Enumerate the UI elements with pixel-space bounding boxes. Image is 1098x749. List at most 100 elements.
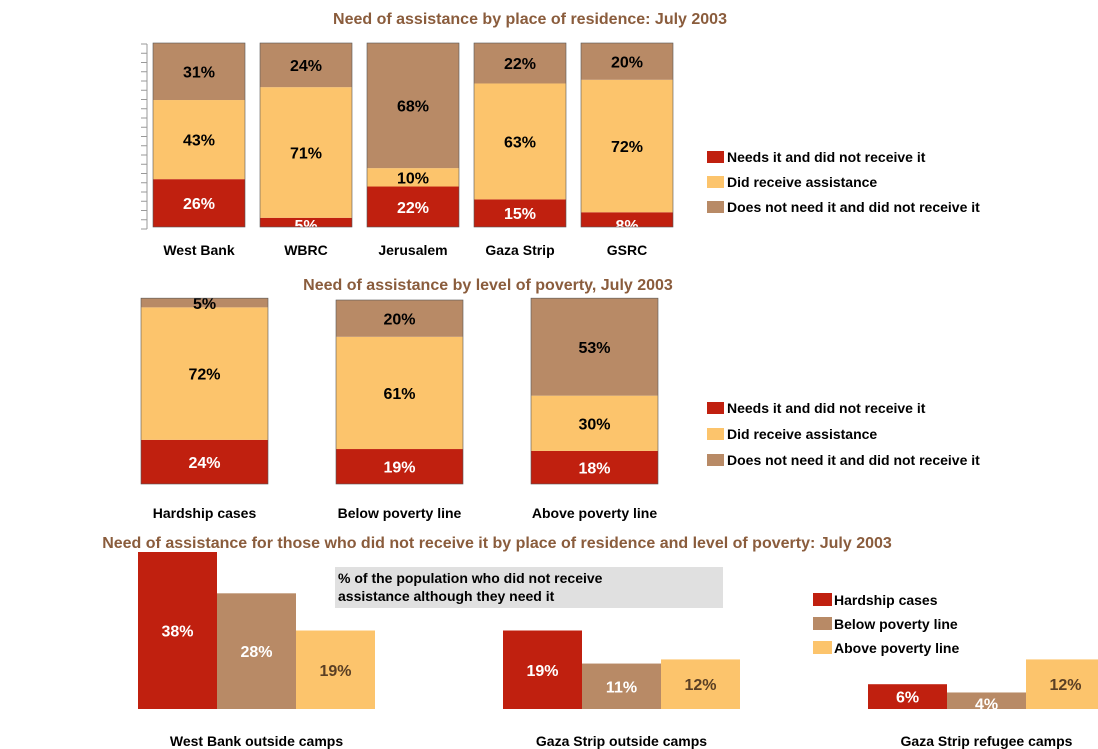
legend-swatch-3 bbox=[707, 454, 724, 466]
chart-poverty-categories: Hardship cases Below poverty line Above po… bbox=[153, 505, 658, 521]
data-label-west-bank-outside-camps-below-poverty-line: 28% bbox=[240, 644, 272, 661]
bar-outline-jerusalem bbox=[366, 42, 460, 228]
chart-not-received-legend: Hardship cases Below poverty line Above po… bbox=[813, 592, 959, 656]
bar-segment-gsrc-1 bbox=[581, 212, 673, 227]
legend-label-1: Needs it and did not receive it bbox=[727, 400, 926, 416]
legend-swatch-2 bbox=[707, 428, 724, 440]
legend-swatch-3 bbox=[707, 201, 724, 213]
data-label-gaza-strip-refugee-camps-below-poverty-line: 4% bbox=[975, 697, 998, 714]
legend-swatch-2 bbox=[707, 176, 724, 188]
category-label-jerusalem: Jerusalem bbox=[378, 242, 447, 258]
chart-residence-categories: West Bank WBRC Jerusalem Gaza Strip GSRC bbox=[163, 242, 647, 258]
bar-segment-hardship-cases-3 bbox=[141, 298, 268, 308]
chart-poverty-title: Need of assistance by level of poverty, … bbox=[303, 277, 673, 294]
data-label-below-poverty-line-1: 19% bbox=[383, 460, 415, 477]
bar-segment-jerusalem-1 bbox=[367, 186, 459, 227]
data-label-west-bank-1: 26% bbox=[183, 196, 215, 213]
data-label-gaza-strip-2: 63% bbox=[504, 134, 536, 151]
bar-gaza-strip-refugee-camps-above-poverty-line bbox=[1026, 659, 1098, 709]
data-label-above-poverty-line-1: 18% bbox=[578, 460, 610, 477]
data-label-above-poverty-line-2: 30% bbox=[578, 416, 610, 433]
bar-segment-gaza-strip-1 bbox=[474, 199, 566, 227]
bar-segment-gsrc-3 bbox=[581, 43, 673, 80]
chart-residence: Need of assistance by place of residence… bbox=[141, 11, 980, 258]
data-label-gsrc-2: 72% bbox=[611, 139, 643, 156]
data-label-gaza-strip-outside-camps-hardship-cases: 19% bbox=[526, 663, 558, 680]
data-label-jerusalem-2: 10% bbox=[397, 170, 429, 187]
bar-segment-wbrc-3 bbox=[260, 43, 352, 88]
data-label-west-bank-2: 43% bbox=[183, 133, 215, 150]
bar-segment-above-poverty-line-2 bbox=[531, 395, 658, 451]
chart-residence-title: Need of assistance by place of residence… bbox=[333, 11, 727, 28]
bar-outline-wbrc bbox=[259, 42, 353, 228]
category-label-hardship-cases: Hardship cases bbox=[153, 505, 257, 521]
legend-swatch-below-poverty-line bbox=[813, 617, 832, 630]
chart-poverty-bars: 24% 72% 5% 19% 61% 20% 18% 30% 53% bbox=[140, 296, 659, 485]
bar-segment-west-bank-2 bbox=[153, 100, 245, 180]
data-label-west-bank-outside-camps-hardship-cases: 38% bbox=[161, 624, 193, 641]
data-label-gsrc-1: 8% bbox=[615, 218, 638, 235]
bar-gaza-strip-outside-camps-above-poverty-line bbox=[661, 659, 740, 709]
bar-outline-gsrc bbox=[580, 42, 674, 228]
bar-west-bank-outside-camps-hardship-cases bbox=[138, 552, 217, 709]
legend-label-2: Did receive assistance bbox=[727, 174, 877, 190]
chart-not-received-title: Need of assistance for those who did not… bbox=[102, 535, 892, 552]
bar-gaza-strip-outside-camps-below-poverty-line bbox=[582, 663, 661, 709]
legend-swatch-1 bbox=[707, 151, 724, 163]
data-label-below-poverty-line-2: 61% bbox=[383, 386, 415, 403]
bar-segment-wbrc-1 bbox=[260, 217, 352, 227]
legend-label-hardship-cases: Hardship cases bbox=[834, 592, 938, 608]
bar-outline-west-bank bbox=[152, 42, 246, 228]
bar-segment-hardship-cases-1 bbox=[141, 439, 268, 484]
chart-not-received-bars: 38% 28% 19% 19% 11% 12% 6% 4% 12% bbox=[138, 552, 1098, 714]
legend-label-1: Needs it and did not receive it bbox=[727, 149, 926, 165]
data-label-hardship-cases-3: 5% bbox=[193, 296, 216, 313]
data-label-gaza-strip-refugee-camps-above-poverty-line: 12% bbox=[1049, 677, 1081, 694]
annotation-line-2: assistance although they need it bbox=[338, 588, 555, 604]
bar-segment-jerusalem-2 bbox=[367, 168, 459, 187]
annotation-line-1: % of the population who did not receive bbox=[338, 570, 603, 586]
bar-segment-hardship-cases-2 bbox=[141, 307, 268, 440]
data-label-gaza-strip-outside-camps-below-poverty-line: 11% bbox=[606, 679, 637, 696]
category-label-wbrc: WBRC bbox=[284, 242, 328, 258]
bar-gaza-strip-outside-camps-hardship-cases bbox=[503, 630, 582, 709]
chart-residence-legend: Needs it and did not receive it Did recei… bbox=[707, 149, 980, 215]
bar-segment-wbrc-2 bbox=[260, 87, 352, 218]
bar-west-bank-outside-camps-above-poverty-line bbox=[296, 630, 375, 709]
chart-not-received: Need of assistance for those who did not… bbox=[102, 535, 1098, 749]
category-label-west-bank: West Bank bbox=[163, 242, 235, 258]
bar-segment-below-poverty-line-2 bbox=[336, 336, 463, 450]
data-label-wbrc-2: 71% bbox=[290, 145, 322, 162]
bar-west-bank-outside-camps-below-poverty-line bbox=[217, 593, 296, 709]
legend-label-3: Does not need it and did not receive it bbox=[727, 199, 980, 215]
chart-poverty: Need of assistance by level of poverty, … bbox=[140, 277, 980, 521]
bar-segment-west-bank-1 bbox=[153, 179, 245, 227]
bar-outline-gaza-strip bbox=[473, 42, 567, 228]
bar-outline-hardship-cases bbox=[140, 297, 269, 485]
data-label-below-poverty-line-3: 20% bbox=[383, 311, 415, 328]
category-label-gaza-strip: Gaza Strip bbox=[485, 242, 554, 258]
data-label-hardship-cases-2: 72% bbox=[188, 367, 220, 384]
data-label-gaza-strip-1: 15% bbox=[504, 206, 536, 223]
legend-swatch-above-poverty-line bbox=[813, 641, 832, 654]
data-label-gaza-strip-outside-camps-above-poverty-line: 12% bbox=[684, 677, 716, 694]
bar-gaza-strip-refugee-camps-below-poverty-line bbox=[947, 692, 1026, 709]
data-label-hardship-cases-1: 24% bbox=[188, 455, 220, 472]
data-label-gsrc-3: 20% bbox=[611, 54, 643, 71]
legend-label-3: Does not need it and did not receive it bbox=[727, 452, 980, 468]
legend-label-above-poverty-line: Above poverty line bbox=[834, 640, 959, 656]
data-label-gaza-strip-3: 22% bbox=[504, 56, 536, 73]
chart-residence-y-axis bbox=[141, 43, 148, 230]
annotation-box bbox=[335, 567, 723, 608]
legend-swatch-1 bbox=[707, 402, 724, 414]
category-label-above-poverty-line: Above poverty line bbox=[532, 505, 657, 521]
bar-segment-above-poverty-line-1 bbox=[531, 450, 658, 484]
data-label-west-bank-3: 31% bbox=[183, 65, 215, 82]
bar-segment-gaza-strip-3 bbox=[474, 43, 566, 84]
category-label-below-poverty-line: Below poverty line bbox=[338, 505, 462, 521]
data-label-jerusalem-3: 68% bbox=[397, 99, 429, 116]
bar-segment-above-poverty-line-3 bbox=[531, 298, 658, 396]
data-label-jerusalem-1: 22% bbox=[397, 200, 429, 217]
category-label-gaza-strip-outside-camps: Gaza Strip outside camps bbox=[536, 733, 707, 749]
category-label-gsrc: GSRC bbox=[607, 242, 647, 258]
